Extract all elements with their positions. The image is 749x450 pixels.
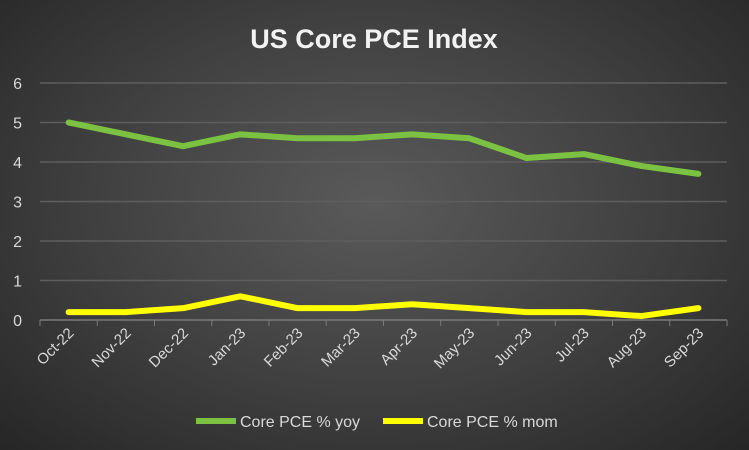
x-tick-label: Nov-22 bbox=[88, 325, 134, 371]
x-tick-label: Dec-22 bbox=[146, 325, 192, 371]
y-tick-label: 5 bbox=[13, 116, 22, 133]
x-tick-label: Oct-22 bbox=[34, 325, 78, 369]
chart-title: US Core PCE Index bbox=[250, 24, 498, 54]
y-tick-label: 3 bbox=[13, 195, 22, 212]
x-tick-label: Aug-23 bbox=[604, 325, 650, 371]
x-tick-label: Jun-23 bbox=[491, 325, 535, 369]
y-tick-label: 6 bbox=[13, 76, 22, 93]
x-tick-label: Sep-23 bbox=[661, 325, 707, 371]
series-line-mom bbox=[65, 293, 702, 320]
series-line-yoy bbox=[65, 119, 702, 177]
legend-label: Core PCE % yoy bbox=[240, 414, 360, 431]
x-tick-label: Feb-23 bbox=[261, 325, 307, 371]
legend-label: Core PCE % mom bbox=[427, 414, 558, 431]
y-tick-label: 0 bbox=[13, 313, 22, 330]
x-tick-label: Jan-23 bbox=[205, 325, 249, 369]
x-tick-label: Mar-23 bbox=[318, 325, 364, 371]
x-tick-label: May-23 bbox=[431, 325, 478, 372]
y-tick-label: 1 bbox=[13, 274, 22, 291]
x-tick-label: Jul-23 bbox=[552, 325, 593, 366]
y-tick-label: 4 bbox=[13, 155, 22, 172]
x-tick-label: Apr-23 bbox=[377, 325, 421, 369]
y-tick-label: 2 bbox=[13, 234, 22, 251]
